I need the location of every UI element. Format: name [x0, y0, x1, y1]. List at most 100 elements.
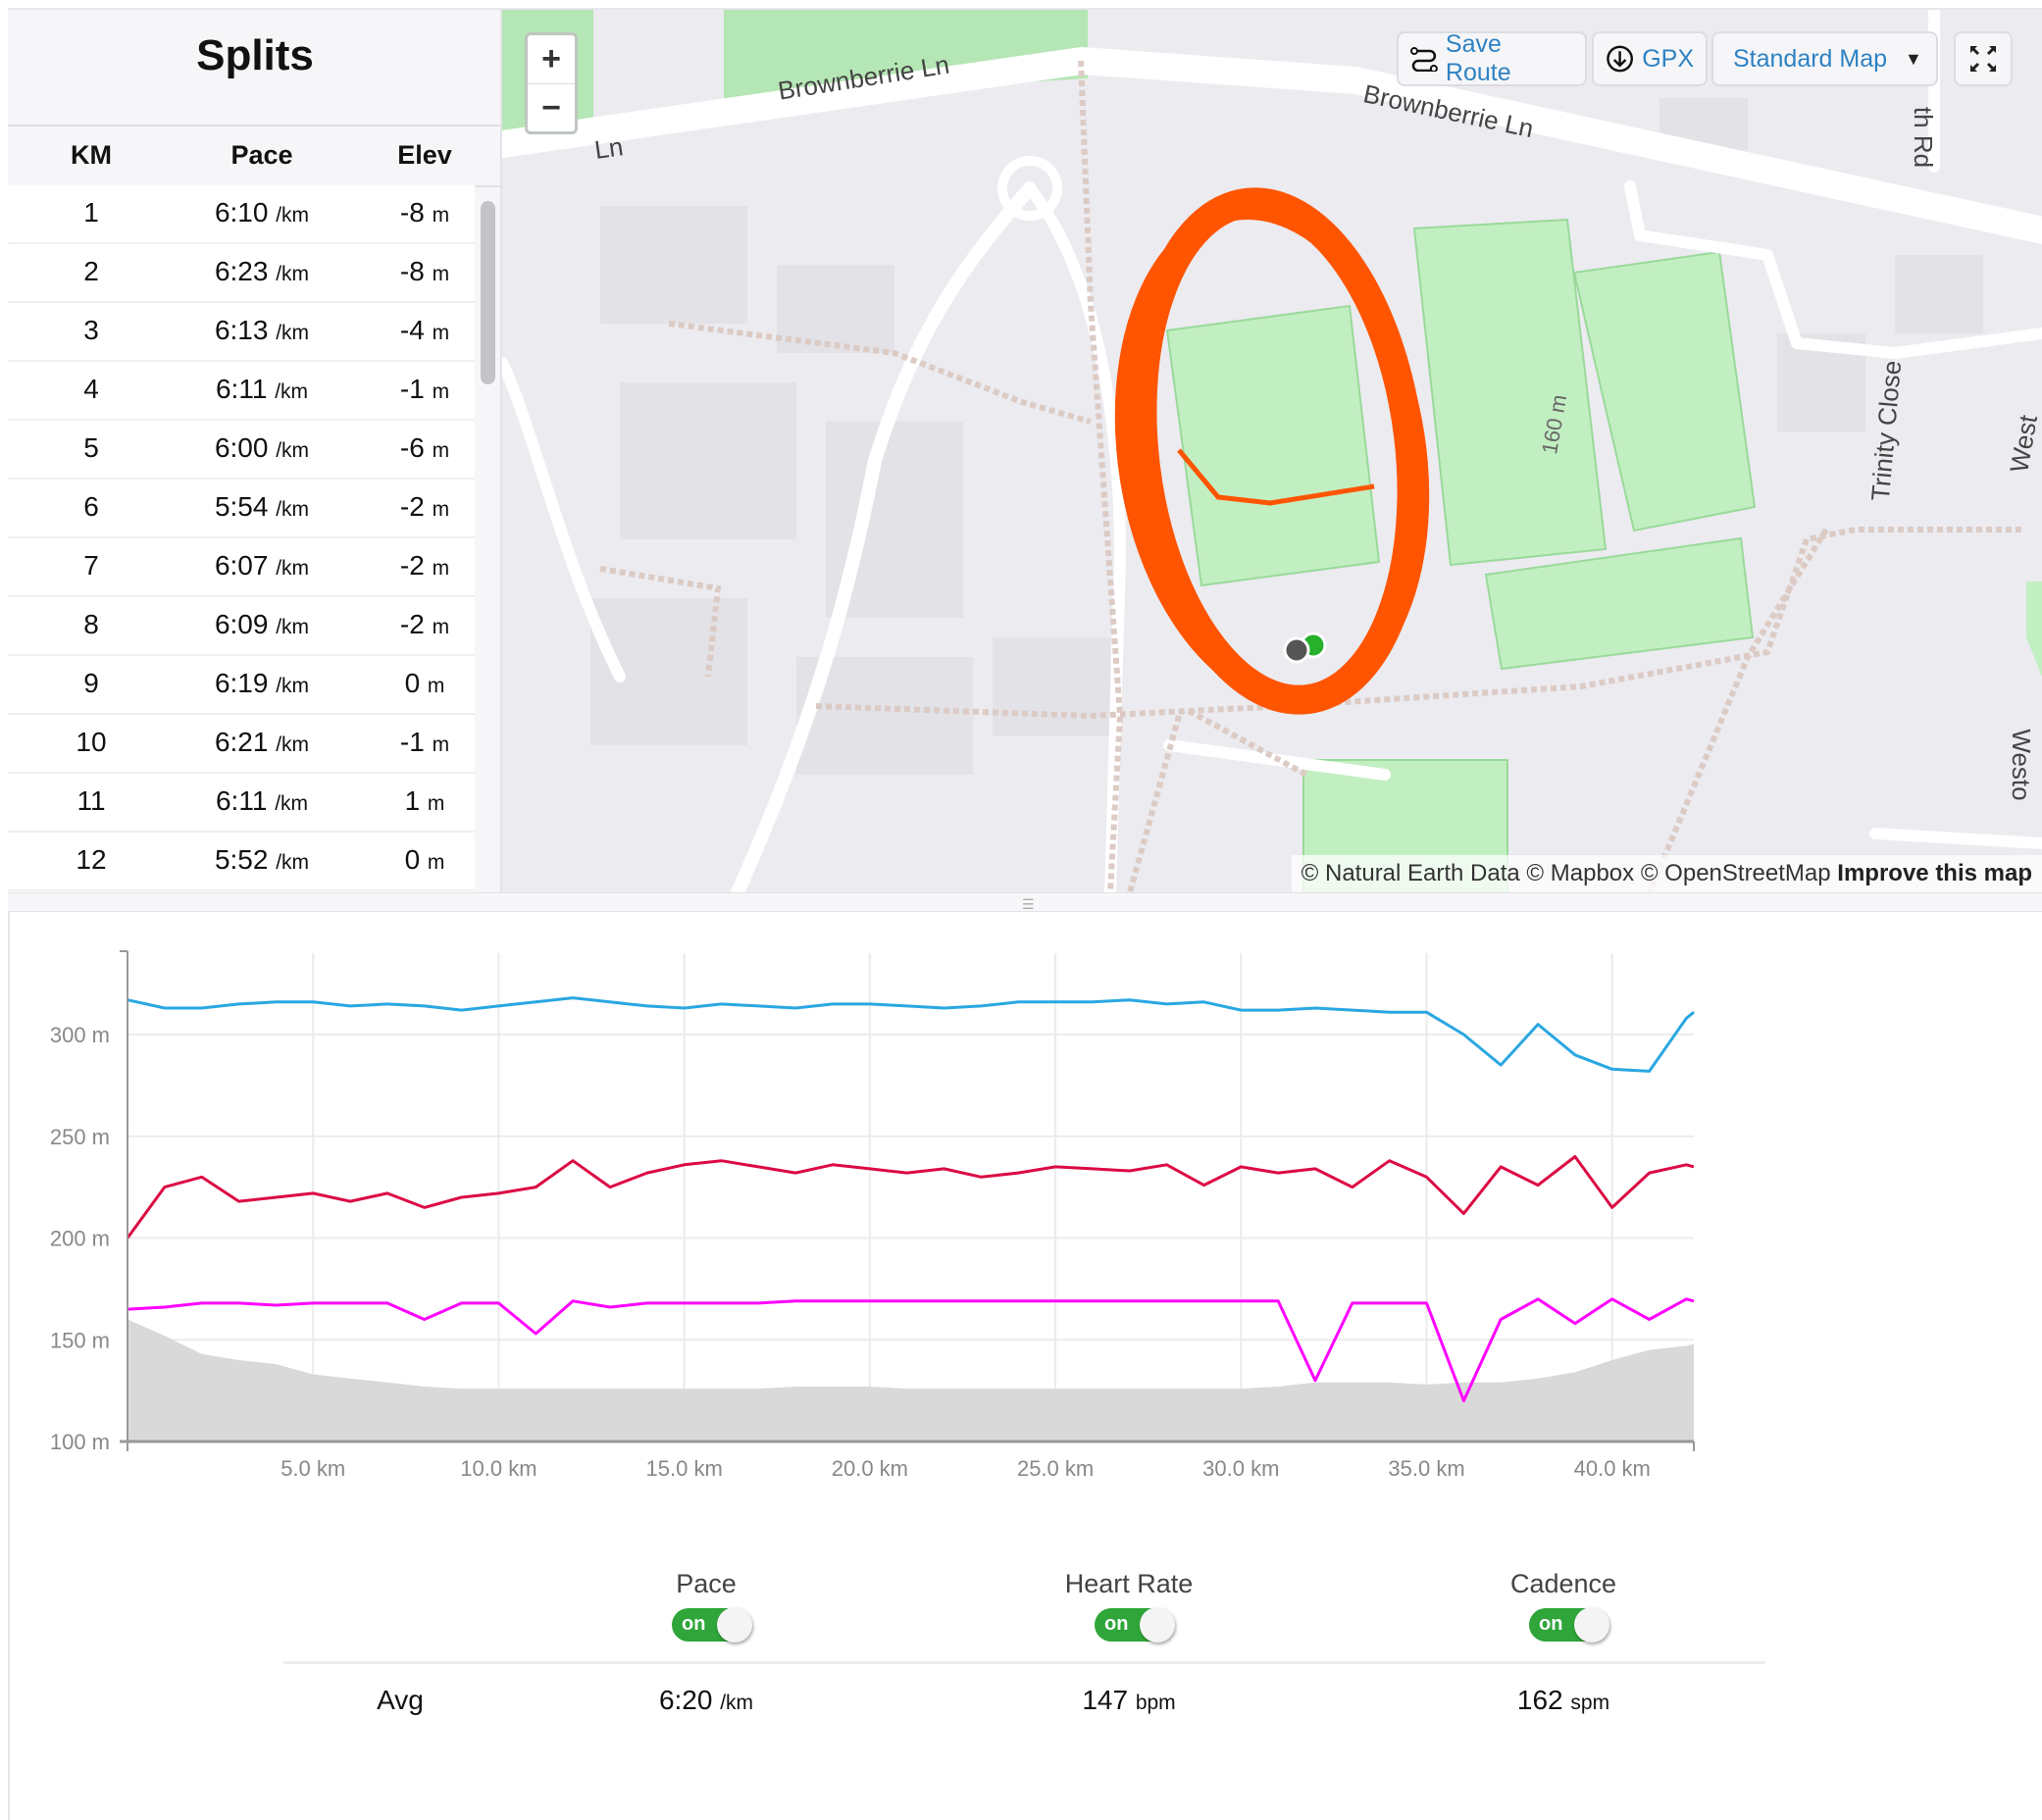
splits-scrollbar[interactable]: [481, 201, 495, 384]
split-row[interactable]: 11 6:11 /km 1 m: [8, 774, 475, 833]
zoom-in-button[interactable]: +: [528, 35, 575, 84]
split-elev: -2 m: [356, 550, 475, 581]
road-label-rd: th Rd: [1909, 107, 1938, 168]
heart-rate-toggle[interactable]: on: [1095, 1607, 1175, 1643]
activity-chart[interactable]: 100 m 150 m 200 m 250 m 300 m 5.0 km 10.0 km 15…: [0, 912, 2042, 1500]
y-tick-label: 300 m: [50, 1023, 110, 1047]
split-elev-value: -2: [399, 491, 425, 522]
avg-label: Avg: [377, 1685, 424, 1715]
split-pace-value: 6:13: [214, 315, 269, 345]
split-row[interactable]: 8 6:09 /km -2 m: [8, 597, 475, 656]
split-pace-value: 6:21: [214, 727, 269, 757]
x-tick-label: 20.0 km: [832, 1456, 908, 1481]
splits-title: Splits: [196, 31, 314, 79]
column-header-elev[interactable]: Elev: [397, 140, 452, 170]
split-elev-value: 1: [404, 785, 421, 816]
split-elev-unit: m: [427, 851, 445, 874]
split-pace-value: 6:19: [214, 668, 269, 698]
split-row[interactable]: 7 6:07 /km -2 m: [8, 538, 475, 597]
pace-toggle[interactable]: on: [672, 1607, 752, 1643]
split-elev: 0 m: [356, 844, 475, 876]
split-row[interactable]: 10 6:21 /km -1 m: [8, 715, 475, 774]
split-pace-unit: /km: [276, 322, 310, 344]
gpx-label: GPX: [1642, 44, 1694, 73]
route-track: [1114, 187, 1430, 715]
pace-line: [127, 996, 1695, 1073]
column-header-km[interactable]: KM: [71, 140, 112, 170]
split-elev-value: -1: [399, 727, 425, 757]
map-attribution: © Natural Earth Data © Mapbox © OpenStre…: [1291, 855, 2042, 892]
split-elev-value: -1: [399, 374, 425, 404]
avg-heart-rate-value: 147: [1082, 1685, 1129, 1715]
split-elev: -4 m: [356, 315, 475, 346]
map-parks: [502, 10, 2042, 892]
column-header-pace[interactable]: Pace: [230, 140, 293, 170]
split-row[interactable]: 4 6:11 /km -1 m: [8, 362, 475, 421]
summary-divider: [283, 1661, 1765, 1664]
toggle-knob: [1574, 1607, 1609, 1643]
toggle-label-pace: Pace: [676, 1569, 737, 1598]
avg-heart-rate-unit: bpm: [1135, 1692, 1176, 1714]
split-row[interactable]: 3 6:13 /km -4 m: [8, 303, 475, 362]
split-pace-unit: /km: [276, 263, 310, 285]
fullscreen-button[interactable]: [1954, 31, 2013, 86]
split-elev-unit: m: [432, 263, 450, 285]
split-elev-unit: m: [432, 557, 450, 580]
split-pace-unit: /km: [276, 851, 310, 874]
split-elev-value: -2: [399, 550, 425, 581]
split-pace: 6:09 /km: [174, 609, 350, 640]
toggle-label-cadence: Cadence: [1509, 1569, 1617, 1598]
improve-map-link[interactable]: Improve this map: [1837, 860, 2032, 886]
save-route-button[interactable]: Save Route: [1397, 30, 1587, 86]
split-elev-unit: m: [432, 439, 450, 462]
split-pace-value: 6:11: [215, 374, 268, 404]
split-elev-unit: m: [432, 616, 450, 638]
split-row[interactable]: 9 6:19 /km 0 m: [8, 656, 475, 715]
split-pace-unit: /km: [276, 498, 310, 521]
y-tick-label: 200 m: [50, 1227, 110, 1251]
split-km: 6: [83, 491, 99, 522]
cadence-toggle-state: on: [1539, 1613, 1563, 1635]
split-elev-unit: m: [432, 322, 450, 344]
split-row[interactable]: 1 6:10 /km -8 m: [8, 185, 475, 244]
split-km: 8: [83, 609, 99, 639]
split-pace-value: 6:09: [214, 609, 269, 639]
finish-flag-icon[interactable]: [1283, 636, 1310, 664]
split-pace-unit: /km: [276, 675, 310, 697]
map-canvas[interactable]: Brownberrie Ln Brownberrie Ln Ln 160 m T…: [502, 10, 2042, 892]
split-row[interactable]: 5 6:00 /km -6 m: [8, 421, 475, 480]
split-km: 5: [83, 432, 99, 463]
split-elev-value: -8: [399, 256, 425, 286]
avg-cadence: 162 spm: [1416, 1685, 1710, 1716]
cadence-toggle[interactable]: on: [1529, 1607, 1609, 1643]
map-style-value: Standard Map: [1733, 44, 1888, 73]
route-map[interactable]: Brownberrie Ln Brownberrie Ln Ln 160 m T…: [502, 10, 2042, 892]
split-row[interactable]: 6 5:54 /km -2 m: [8, 480, 475, 538]
map-footpaths: [599, 60, 2022, 892]
zoom-out-button[interactable]: −: [541, 89, 561, 126]
map-style-dropdown[interactable]: Standard Map ▼: [1711, 31, 1938, 86]
split-pace-unit: /km: [276, 616, 310, 638]
split-row[interactable]: 12 5:52 /km 0 m: [8, 833, 475, 891]
x-tick-label: 5.0 km: [281, 1456, 345, 1481]
split-km: 7: [83, 550, 99, 581]
zoom-control: + −: [525, 32, 578, 134]
split-elev: 1 m: [356, 785, 475, 817]
route-icon: [1410, 47, 1438, 72]
attribution-text[interactable]: © Natural Earth Data © Mapbox © OpenStre…: [1301, 860, 1831, 886]
map-roads: [502, 10, 2042, 892]
panel-resize-handle[interactable]: ☰: [8, 892, 2042, 912]
split-pace-value: 6:11: [215, 785, 268, 816]
road-label-westo: Westo: [2007, 729, 2036, 800]
split-pace: 6:07 /km: [174, 550, 350, 581]
split-elev: -1 m: [356, 374, 475, 405]
split-pace: 6:19 /km: [174, 668, 350, 699]
y-tick-label: 150 m: [50, 1328, 110, 1352]
split-row[interactable]: 2 6:23 /km -8 m: [8, 244, 475, 303]
gpx-download-button[interactable]: GPX: [1592, 31, 1708, 86]
split-elev-value: -8: [399, 197, 425, 228]
split-km: 1: [83, 197, 99, 228]
split-km: 3: [83, 315, 99, 345]
split-pace: 6:13 /km: [174, 315, 350, 346]
